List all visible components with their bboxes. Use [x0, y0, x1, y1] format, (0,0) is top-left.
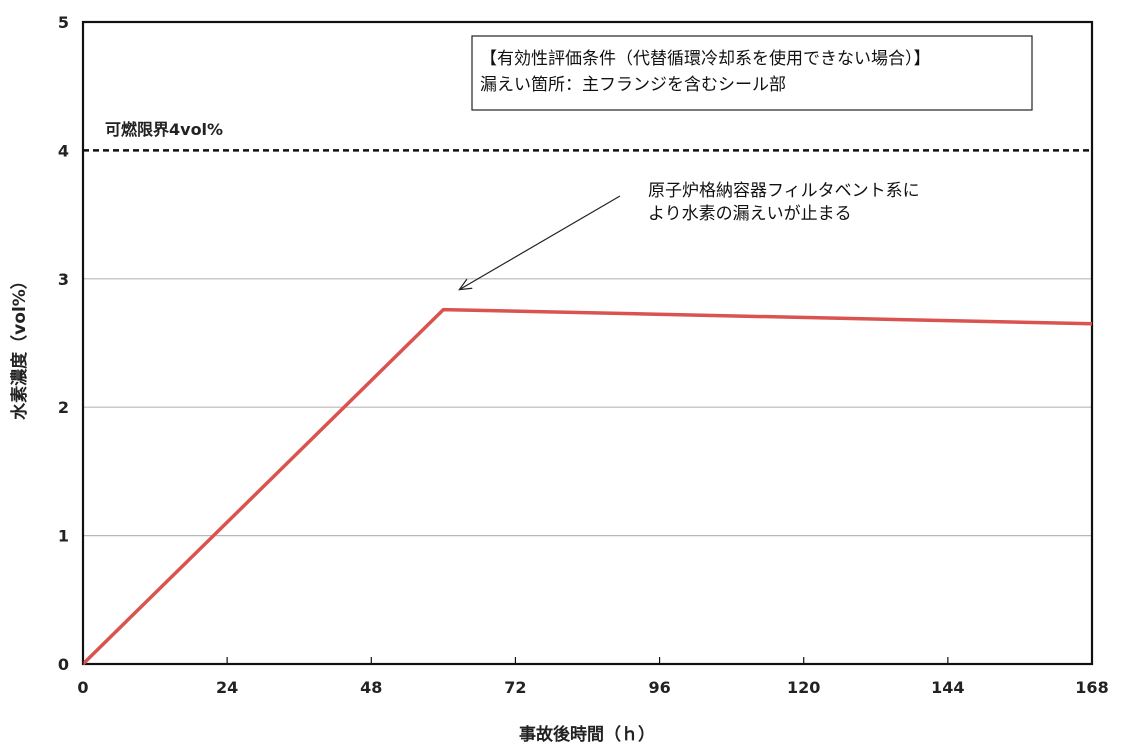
y-axis-title: 水素濃度（vol%） [9, 272, 30, 420]
x-tick-label-48: 48 [360, 678, 382, 697]
plot-frame [81, 20, 1094, 666]
condition-box: 【有効性評価条件（代替循環冷却系を使用できない場合）】 漏えい箇所：主フランジを… [471, 35, 1033, 111]
x-axis-title: 事故後時間（ｈ） [519, 724, 655, 745]
y-tick-label-2: 2 [58, 398, 69, 417]
series-group [81, 307, 1093, 666]
annotation-arrowhead [458, 278, 473, 291]
condition-box-frame [471, 35, 1033, 111]
x-axis-ticks: 0 24 48 72 96 120 144 168 [77, 657, 1109, 697]
y-tick-label-3: 3 [58, 270, 69, 289]
y-axis-ticks: 0 1 2 3 4 5 [58, 13, 69, 674]
flammability-limit-label: 可燃限界4vol% [105, 120, 223, 139]
annotation: 原子炉格納容器フィルタベント系に より水素の漏えいが止まる [458, 181, 920, 291]
x-tick-label-72: 72 [504, 678, 526, 697]
annotation-line1: 原子炉格納容器フィルタベント系に [648, 181, 920, 201]
x-tick-label-120: 120 [787, 678, 820, 697]
plot-border [81, 20, 1094, 666]
series-line-0 [81, 307, 1093, 666]
annotation-arrow [459, 195, 621, 291]
x-tick-label-144: 144 [931, 678, 964, 697]
x-tick-label-168: 168 [1075, 678, 1108, 697]
condition-box-line2: 漏えい箇所：主フランジを含むシール部 [480, 75, 786, 95]
x-tick-label-24: 24 [216, 678, 238, 697]
condition-box-line1: 【有効性評価条件（代替循環冷却系を使用できない場合）】 [480, 48, 931, 69]
y-tick-label-1: 1 [58, 527, 69, 546]
annotation-line2: より水素の漏えいが止まる [648, 204, 852, 224]
y-tick-label-4: 4 [58, 141, 69, 160]
x-tick-label-0: 0 [77, 678, 88, 697]
y-tick-label-0: 0 [58, 655, 69, 674]
grid-lines [83, 278, 1092, 537]
y-tick-label-5: 5 [58, 13, 69, 32]
x-tick-label-96: 96 [648, 678, 670, 697]
